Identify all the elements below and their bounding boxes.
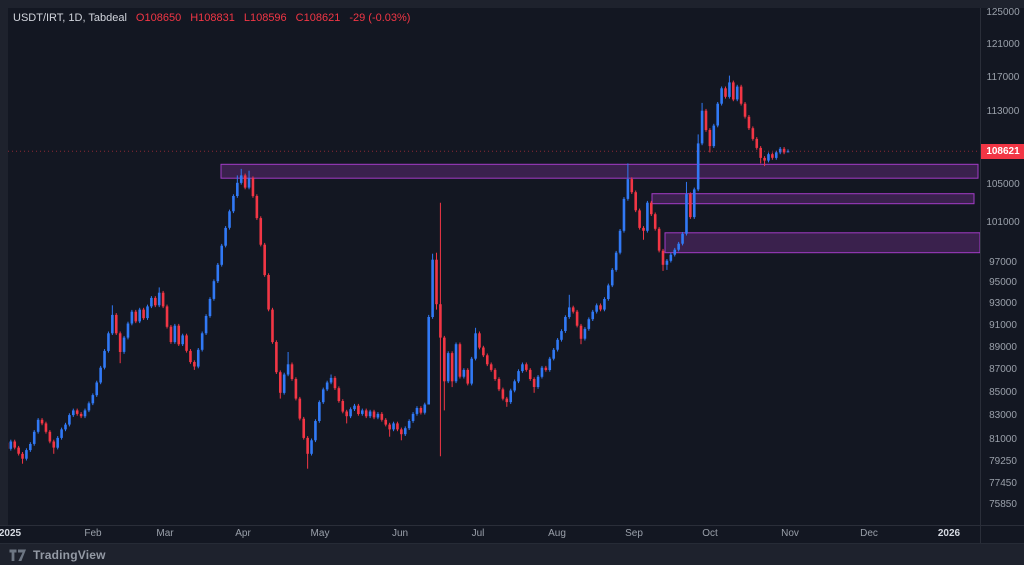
candlestick-series[interactable] (8, 75, 790, 469)
current-price-label: 108621 (981, 144, 1024, 159)
x-axis-tick: Mar (156, 528, 174, 539)
symbol-legend[interactable]: USDT/IRT, 1D, Tabdeal O108650 H108831 L1… (13, 12, 410, 24)
y-axis-tick: 85000 (989, 387, 1017, 398)
supply-zone-3-rect[interactable] (664, 232, 980, 254)
ohlc-change: -29 (-0.03%) (349, 12, 411, 24)
y-axis-tick: 77450 (989, 478, 1017, 489)
axis-corner-separator (980, 526, 981, 543)
x-axis-tick: Oct (702, 528, 718, 539)
x-axis-tick: 2025 (0, 528, 22, 539)
y-axis-tick: 89000 (989, 342, 1017, 353)
price-axis[interactable]: 108621 125000 121000 117000 113000 105000 101… (980, 7, 1024, 525)
x-axis-tick: Aug (548, 528, 566, 539)
chart-pane[interactable] (8, 8, 980, 525)
y-axis-tick: 75850 (989, 499, 1017, 510)
y-axis-tick: 97000 (989, 257, 1017, 268)
y-axis-tick: 113000 (986, 106, 1020, 117)
x-axis-tick: Jul (471, 528, 485, 539)
y-axis-tick: 105000 (986, 179, 1020, 190)
y-axis-tick: 81000 (989, 434, 1017, 445)
x-axis-tick: May (310, 528, 330, 539)
x-axis-tick: Apr (235, 528, 251, 539)
y-axis-tick: 101000 (986, 217, 1020, 228)
x-axis-tick: Feb (84, 528, 102, 539)
ohlc-open: O108650 (135, 12, 182, 24)
y-axis-tick: 125000 (986, 7, 1020, 18)
tradingview-brand[interactable]: TradingView (9, 548, 106, 562)
y-axis-tick: 83000 (989, 410, 1017, 421)
x-axis-tick: Nov (781, 528, 799, 539)
x-axis-tick: Jun (391, 528, 409, 539)
x-axis-tick: Sep (625, 528, 643, 539)
y-axis-tick: 91000 (989, 320, 1017, 331)
x-axis-tick: Dec (860, 528, 878, 539)
y-axis-tick: 95000 (989, 277, 1017, 288)
time-axis[interactable]: 2025 Feb Mar Apr May Jun Jul Aug Sep Oct Nov Dec 202… (0, 525, 1024, 543)
tradingview-logo-icon (9, 549, 26, 561)
candlestick-chart[interactable] (8, 8, 980, 525)
symbol-title[interactable]: USDT/IRT, 1D, Tabdeal (13, 12, 127, 24)
y-axis-tick: 87000 (989, 364, 1017, 375)
ohlc-high: H108831 (190, 12, 235, 24)
tradingview-logo-text: TradingView (33, 548, 106, 562)
y-axis-tick: 79250 (989, 456, 1017, 467)
supply-zone-2-rect[interactable] (651, 193, 975, 205)
bottom-toolbar: TradingView (0, 543, 1024, 565)
supply-zone-1-rect[interactable] (220, 163, 979, 179)
ohlc-low: L108596 (243, 12, 287, 24)
y-axis-tick: 117000 (986, 72, 1020, 83)
y-axis-tick: 121000 (986, 39, 1020, 50)
y-axis-tick: 93000 (989, 298, 1017, 309)
x-axis-tick: 2026 (937, 528, 961, 539)
ohlc-close: C108621 (295, 12, 341, 24)
